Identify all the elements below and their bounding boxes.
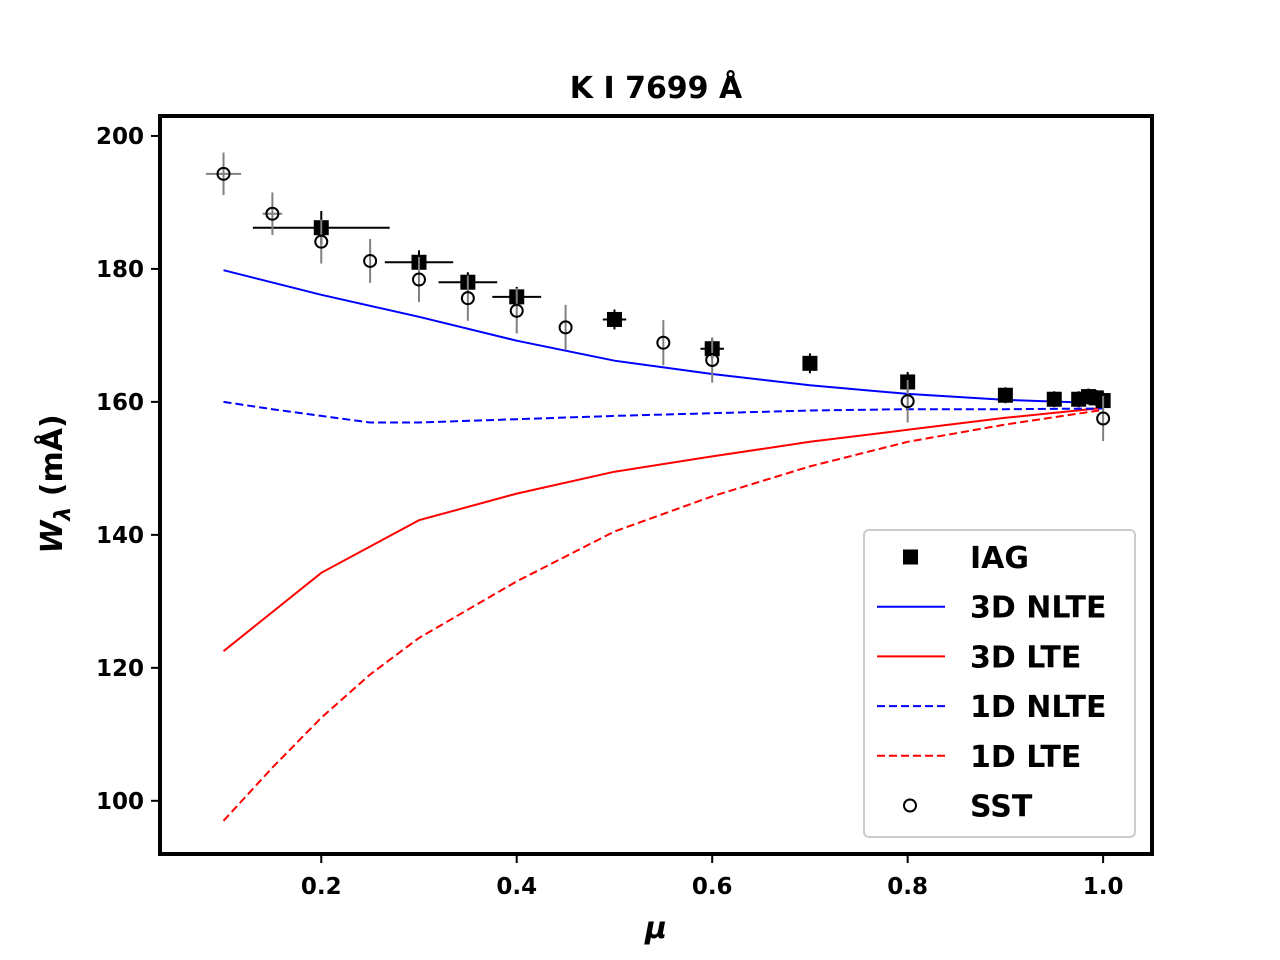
legend-label-1d-lte: 1D LTE: [970, 740, 1081, 775]
sst-point: [509, 303, 524, 318]
sst-point: [314, 234, 329, 249]
series-line-3d-lte: [222, 406, 1104, 652]
iag-point: [606, 311, 622, 327]
x-axis: 0.2 0.4 0.6 0.8 1.0: [301, 854, 1124, 900]
sst-point: [705, 353, 720, 368]
plot-area: [205, 152, 1111, 822]
legend-label-sst: SST: [970, 790, 1033, 825]
sst-point: [656, 335, 671, 350]
sst-point: [558, 320, 573, 335]
sst-point: [1096, 411, 1111, 426]
y-tick-label: 140: [96, 523, 144, 549]
x-axis-label: μ: [644, 911, 667, 946]
legend-swatch-iag: [903, 549, 918, 565]
series-line-1d-nlte: [223, 400, 1104, 424]
x-tick-label: 0.8: [887, 874, 928, 900]
y-axis-label: Wλ (mÅ): [33, 414, 76, 553]
y-tick-label: 100: [96, 789, 144, 815]
sst-point: [265, 206, 280, 221]
sst-point: [363, 253, 378, 268]
legend-label-3d-nlte: 3D NLTE: [970, 591, 1106, 626]
y-tick-label: 120: [96, 656, 144, 682]
iag-point: [997, 387, 1013, 403]
sst-point: [460, 291, 475, 306]
legend-label-iag: IAG: [970, 541, 1029, 576]
y-tick-label: 200: [96, 124, 144, 150]
chart-title: K I 7699 Å: [570, 69, 743, 106]
x-tick-label: 1.0: [1083, 874, 1124, 900]
iag-point: [802, 355, 818, 371]
iag-point: [1046, 391, 1062, 407]
series-line-1d-lte: [222, 408, 1104, 822]
x-tick-label: 0.4: [496, 874, 537, 900]
legend-label-3d-lte: 3D LTE: [970, 640, 1081, 675]
legend-label-1d-nlte: 1D NLTE: [970, 690, 1106, 725]
sst-point: [411, 272, 426, 287]
plot-frame: [158, 114, 1154, 856]
y-tick-label: 180: [96, 257, 144, 283]
series-line-3d-nlte: [223, 269, 1104, 405]
y-axis: 100 120 140 160 180 200: [96, 124, 160, 815]
legend: IAG 3D NLTE 3D LTE 1D NLTE 1D LTE SST: [863, 529, 1136, 838]
sst-point: [900, 394, 915, 409]
sst-point: [216, 166, 231, 181]
y-tick-label: 160: [96, 390, 144, 416]
x-tick-label: 0.2: [301, 874, 342, 900]
legend-swatch-sst: [903, 798, 917, 813]
x-tick-label: 0.6: [692, 874, 733, 900]
